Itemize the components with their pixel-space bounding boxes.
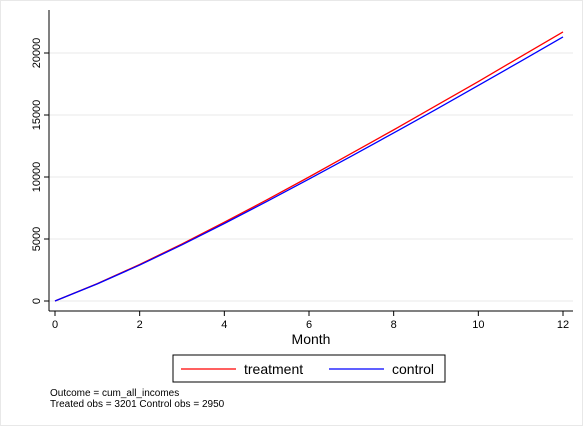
legend-label-control: control xyxy=(392,361,434,377)
plot-region xyxy=(49,10,573,311)
y-tick-label-15000: 15000 xyxy=(31,100,43,131)
x-tick-label-4: 4 xyxy=(221,319,227,331)
ticks: 0 5000 10000 15000 20000 0 2 4 6 8 10 12 xyxy=(31,38,569,331)
x-tick-label-2: 2 xyxy=(137,319,143,331)
y-tick-label-0: 0 xyxy=(31,298,43,304)
note-observations: Treated obs = 3201 Control obs = 2950 xyxy=(50,399,225,410)
series-lines xyxy=(54,31,564,302)
axes xyxy=(48,10,573,312)
x-tick-label-10: 10 xyxy=(472,319,484,331)
x-tick-label-8: 8 xyxy=(391,319,397,331)
y-tick-label-5000: 5000 xyxy=(31,227,43,251)
series-line-control xyxy=(54,36,564,302)
x-axis-title: Month xyxy=(292,331,331,347)
legend: treatment control xyxy=(172,354,446,383)
legend-label-treatment: treatment xyxy=(244,361,303,377)
y-tick-label-10000: 10000 xyxy=(31,162,43,193)
note-outcome: Outcome = cum_all_incomes xyxy=(50,388,180,399)
x-tick-label-0: 0 xyxy=(52,319,58,331)
gridlines xyxy=(49,52,573,302)
x-tick-label-6: 6 xyxy=(306,319,312,331)
y-tick-label-20000: 20000 xyxy=(31,38,43,69)
x-tick-label-12: 12 xyxy=(557,319,569,331)
